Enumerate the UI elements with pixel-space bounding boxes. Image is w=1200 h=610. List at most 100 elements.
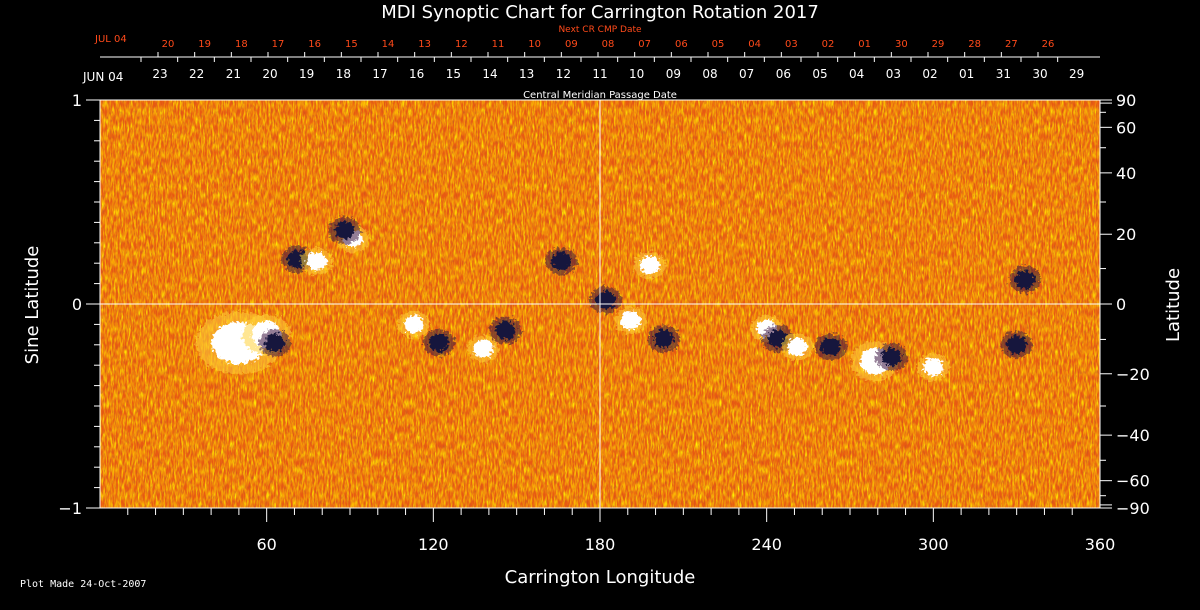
- next-cr-date-label: 04: [748, 39, 761, 50]
- cmp-date-label: 06: [776, 67, 791, 81]
- cmp-date-label: 08: [702, 67, 717, 81]
- x-tick-label: 300: [918, 535, 949, 554]
- y-axis-left: 1 0 −1: [58, 91, 100, 518]
- x-tick-label: 180: [585, 535, 616, 554]
- cmp-date-label: 22: [189, 67, 204, 81]
- active-region: [306, 252, 327, 271]
- y-left-tick-label: 1: [72, 91, 82, 110]
- cmp-date-label: 13: [519, 67, 534, 81]
- next-cr-date-label: 26: [1042, 39, 1055, 50]
- cmp-date-label: 21: [226, 67, 241, 81]
- active-region: [620, 311, 641, 330]
- next-cr-date-label: 06: [675, 39, 688, 50]
- active-region: [1015, 270, 1035, 289]
- y-right-tick-label: 40: [1116, 164, 1136, 183]
- y-axis-left-label: Sine Latitude: [22, 246, 43, 365]
- y-right-tick-label: 0: [1116, 295, 1126, 314]
- y-right-tick-label: 20: [1116, 225, 1136, 244]
- next-cr-date-label: 05: [712, 39, 725, 50]
- cmp-date-label: 14: [482, 67, 497, 81]
- next-cr-date-labels: JUL 04 20 19 18 17 16 15 14 13 12 11 10 09 08 07 06 05 04…: [94, 34, 1054, 50]
- active-region: [640, 256, 660, 275]
- x-axis: 60 120 180 240 300 360: [127, 508, 1116, 554]
- active-region: [1006, 335, 1027, 354]
- x-tick-label: 360: [1085, 535, 1116, 554]
- next-cr-date-label: 11: [492, 39, 505, 50]
- active-region: [787, 337, 808, 356]
- x-tick-label: 120: [418, 535, 449, 554]
- cmp-label: Central Meridian Passage Date: [523, 90, 677, 101]
- next-cr-date-label: 15: [345, 39, 358, 50]
- cmp-date-label: 31: [996, 67, 1011, 81]
- cmp-date-label: 02: [922, 67, 937, 81]
- y-axis-right-label: Latitude: [1163, 268, 1184, 342]
- y-right-tick-label: 60: [1116, 118, 1136, 137]
- cmp-date-label: 09: [666, 67, 681, 81]
- next-cr-date-label: 27: [1005, 39, 1018, 50]
- next-cr-date-label: 18: [235, 39, 248, 50]
- plot-made-note: Plot Made 24-Oct-2007: [20, 579, 147, 590]
- active-regions: [195, 217, 1041, 382]
- cmp-date-label: 11: [592, 67, 607, 81]
- active-region: [334, 221, 355, 240]
- cmp-date-label: JUN 04: [82, 70, 123, 84]
- y-right-tick-label: 90: [1116, 91, 1136, 110]
- active-region: [265, 333, 285, 352]
- y-right-tick-label: −60: [1116, 472, 1150, 491]
- active-region: [653, 329, 674, 348]
- cmp-date-label: 01: [959, 67, 974, 81]
- x-tick-label: 60: [256, 535, 276, 554]
- active-region: [923, 358, 944, 377]
- y-left-tick-label: 0: [72, 295, 82, 314]
- next-cr-date-label: 14: [382, 39, 395, 50]
- next-cr-date-label: 12: [455, 39, 468, 50]
- next-cr-date-label: 01: [858, 39, 871, 50]
- next-cr-date-label: 19: [198, 39, 211, 50]
- next-cr-date-label: 10: [528, 39, 541, 50]
- cmp-date-label: 29: [1069, 67, 1084, 81]
- next-cr-date-label: 02: [822, 39, 835, 50]
- x-tick-label: 240: [751, 535, 782, 554]
- next-cr-date-label: 03: [785, 39, 798, 50]
- next-cr-date-label: 09: [565, 39, 578, 50]
- next-cr-date-label: 16: [308, 39, 321, 50]
- y-right-tick-label: −90: [1116, 499, 1150, 518]
- y-right-tick-label: −20: [1116, 365, 1150, 384]
- active-region: [403, 315, 424, 334]
- cmp-date-label: 04: [849, 67, 864, 81]
- cmp-date-labels: JUN 04 23 22 21 20 19 18 17 16 15 14 13 12 11 10 09 08 07…: [82, 67, 1084, 84]
- next-cr-date-label: 07: [638, 39, 651, 50]
- cmp-date-label: 19: [299, 67, 314, 81]
- active-region: [428, 333, 449, 352]
- next-cr-date-label: 08: [602, 39, 615, 50]
- cmp-date-label: 20: [262, 67, 277, 81]
- cmp-ticks: [100, 56, 1100, 62]
- active-region: [595, 290, 616, 309]
- next-cr-date-label: 30: [895, 39, 908, 50]
- next-cr-label: Next CR CMP Date: [558, 25, 642, 35]
- cmp-date-label: 10: [629, 67, 644, 81]
- cmp-date-label: 05: [812, 67, 827, 81]
- active-region: [495, 321, 516, 340]
- cmp-date-label: 07: [739, 67, 754, 81]
- next-cr-date-label: 29: [932, 39, 945, 50]
- y-right-tick-label: −40: [1116, 426, 1150, 445]
- chart-title: MDI Synoptic Chart for Carrington Rotati…: [381, 2, 819, 23]
- y-axis-right: 90 60 40 20 0 −20 −40 −60 −90: [1100, 91, 1150, 518]
- cmp-date-label: 23: [152, 67, 167, 81]
- active-region: [551, 252, 572, 271]
- next-cr-date-label: 13: [418, 39, 431, 50]
- next-cr-date-label: 28: [968, 39, 981, 50]
- active-region: [473, 339, 494, 358]
- cmp-date-label: 15: [446, 67, 461, 81]
- active-region: [881, 348, 902, 367]
- plot-area: [99, 99, 1101, 509]
- cmp-date-label: 30: [1032, 67, 1047, 81]
- cmp-date-label: 12: [556, 67, 571, 81]
- cmp-date-label: 18: [336, 67, 351, 81]
- next-cr-date-label: 20: [162, 39, 175, 50]
- next-cr-ticks: [157, 52, 1039, 57]
- x-axis-label: Carrington Longitude: [505, 567, 696, 588]
- next-cr-date-label: 17: [272, 39, 285, 50]
